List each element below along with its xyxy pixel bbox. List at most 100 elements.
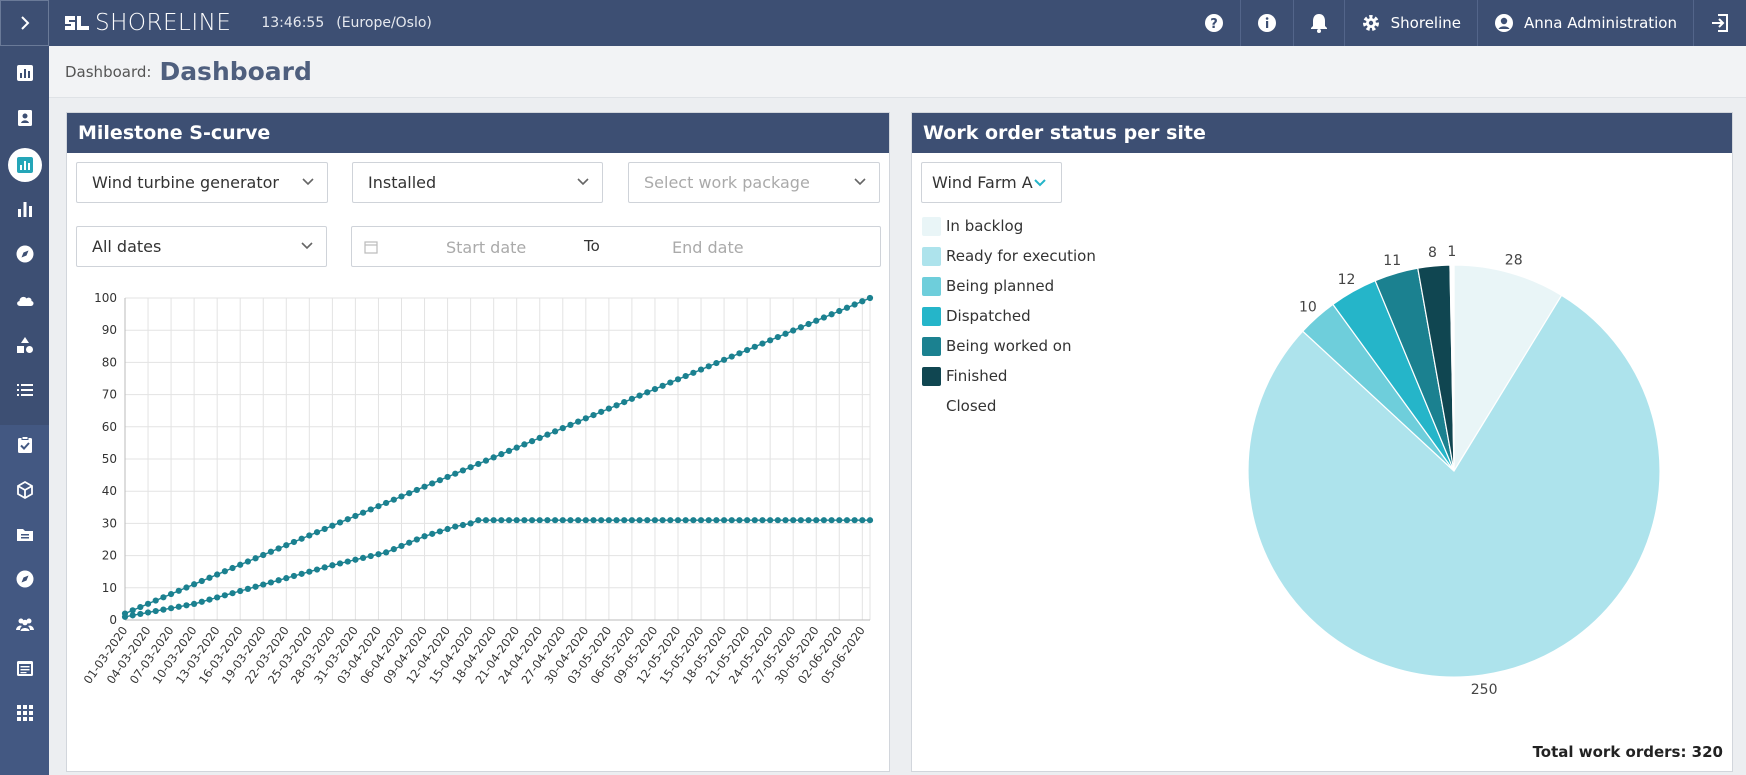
sidebar-item-compass[interactable] — [0, 559, 49, 604]
tenant-name: Shoreline — [1390, 14, 1461, 32]
data-point — [290, 538, 298, 546]
data-point — [828, 517, 835, 524]
data-point — [390, 496, 397, 503]
date-filter-select[interactable]: All dates — [76, 226, 327, 267]
notifications-button[interactable] — [1292, 0, 1344, 46]
site-value: Wind Farm A — [932, 173, 1033, 192]
data-point — [321, 564, 328, 571]
work-package-select[interactable]: Select work package — [628, 162, 880, 203]
data-point — [183, 584, 190, 591]
data-point — [613, 517, 620, 524]
legend-item[interactable]: Being planned — [922, 271, 1096, 301]
sidebar-nav-secondary — [0, 425, 49, 775]
brand-logo[interactable]: SHORELINE — [63, 10, 231, 36]
sidebar-item-folder[interactable] — [0, 514, 49, 559]
sidebar-toggle-button[interactable] — [0, 0, 49, 46]
data-point — [674, 517, 682, 524]
sidebar-item-people[interactable] — [0, 603, 49, 648]
logout-button[interactable] — [1693, 0, 1746, 46]
legend-item[interactable]: Finished — [922, 361, 1096, 391]
tenant-menu[interactable]: Shoreline — [1343, 0, 1477, 46]
pie-slice[interactable] — [1453, 264, 1563, 474]
work-package-placeholder: Select work package — [644, 173, 810, 192]
status-select[interactable]: Installed — [352, 162, 603, 203]
info-button[interactable] — [1239, 0, 1293, 46]
pie-legend: In backlog Ready for execution Being plann… — [922, 211, 1096, 421]
component-type-select[interactable]: Wind turbine generator — [76, 162, 328, 203]
site-select[interactable]: Wind Farm A — [921, 162, 1062, 203]
sidebar-item-list[interactable] — [0, 370, 49, 415]
date-range-picker[interactable]: Start date To End date — [351, 226, 881, 267]
user-menu[interactable]: Anna Administration — [1477, 0, 1693, 46]
sidebar-item-calendar-list[interactable] — [0, 648, 49, 693]
legend-item[interactable]: Closed — [922, 391, 1096, 421]
sidebar-item-cloud[interactable] — [0, 279, 49, 324]
start-date-input[interactable]: Start date — [446, 238, 527, 257]
data-point — [628, 517, 636, 524]
data-point — [782, 517, 789, 524]
legend-swatch — [922, 366, 941, 386]
sidebar-item-bar-chart[interactable] — [0, 188, 49, 233]
data-point — [344, 516, 351, 523]
data-point — [759, 340, 766, 347]
data-point — [260, 581, 267, 588]
help-button[interactable]: ? — [1188, 0, 1240, 46]
pie-slice-value: 10 — [1299, 300, 1317, 316]
data-point — [697, 517, 705, 524]
data-point — [490, 517, 497, 524]
data-point — [705, 363, 712, 370]
y-tick-label: 40 — [102, 484, 117, 498]
data-point — [198, 577, 205, 585]
data-point — [206, 596, 213, 603]
end-date-input[interactable]: End date — [672, 238, 744, 257]
legend-label: Ready for execution — [946, 247, 1096, 265]
data-point — [605, 517, 612, 524]
legend-item[interactable]: Being worked on — [922, 331, 1096, 361]
pie-slice[interactable] — [1449, 264, 1455, 472]
total-work-orders: Total work orders: 320 — [1532, 743, 1723, 761]
data-point — [321, 525, 328, 533]
sidebar-item-shapes[interactable] — [0, 324, 49, 369]
folder-icon — [16, 529, 33, 542]
legend-item[interactable]: Dispatched — [922, 301, 1096, 331]
data-point — [828, 311, 835, 318]
date-range-separator: To — [584, 237, 600, 255]
data-point — [129, 607, 136, 614]
data-point — [866, 294, 874, 302]
shoreline-logo-icon — [65, 16, 89, 30]
sidebar-item-package[interactable] — [0, 470, 49, 515]
pie-slice-value: 1 — [1447, 244, 1456, 260]
data-point — [121, 613, 129, 620]
data-point — [513, 444, 520, 451]
sidebar-item-compass[interactable] — [0, 234, 49, 279]
data-point — [267, 548, 275, 555]
y-tick-label: 80 — [102, 355, 117, 369]
sidebar-item-contact-card[interactable] — [0, 97, 49, 142]
sidebar-item-apps-grid[interactable] — [0, 693, 49, 738]
user-avatar-icon — [1495, 14, 1513, 32]
data-point — [682, 372, 689, 380]
data-point — [505, 517, 513, 524]
pie-slice-value: 250 — [1471, 682, 1498, 698]
data-point — [306, 532, 313, 539]
chevron-down-icon — [577, 178, 589, 186]
legend-item[interactable]: In backlog — [922, 211, 1096, 241]
data-point — [621, 517, 628, 524]
data-point — [183, 602, 190, 609]
data-point — [244, 558, 251, 565]
data-point — [552, 428, 559, 435]
pie-slice[interactable] — [1247, 294, 1661, 678]
bar-chart-icon — [17, 201, 32, 217]
sidebar-item-bar-chart-square[interactable] — [0, 52, 49, 97]
legend-item[interactable]: Ready for execution — [922, 241, 1096, 271]
data-point — [260, 551, 267, 559]
data-point — [383, 549, 390, 556]
sidebar-item-dashboard[interactable] — [0, 143, 49, 188]
legend-swatch — [922, 276, 941, 296]
data-point — [605, 405, 612, 412]
page-title: Dashboard — [159, 57, 312, 86]
chevron-down-icon — [302, 178, 314, 186]
data-point — [206, 574, 213, 581]
legend-swatch — [922, 216, 941, 236]
sidebar-item-task-check[interactable] — [0, 425, 49, 470]
